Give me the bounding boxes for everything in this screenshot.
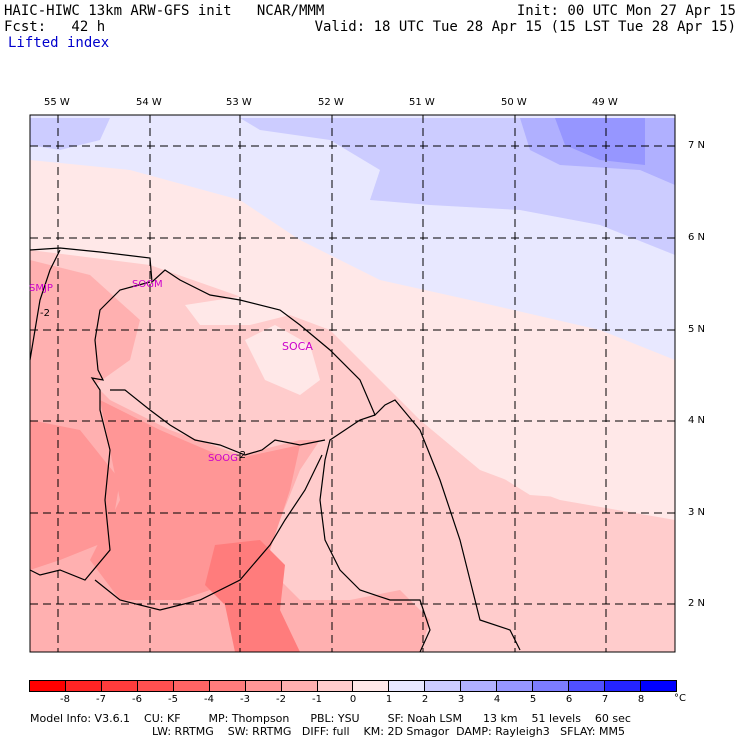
colorbar-tick-label: -5 [168, 694, 178, 705]
colorbar-tick-label: 0 [349, 694, 357, 705]
colorbar-swatch [244, 681, 281, 691]
colorbar-tick-label: -2 [276, 694, 286, 705]
colorbar-tick-label: -8 [60, 694, 70, 705]
lon-label: 50 W [501, 97, 527, 108]
colorbar-swatch [316, 681, 353, 691]
lon-label: 51 W [409, 97, 435, 108]
colorbar-swatch [424, 681, 461, 691]
colorbar-swatch [30, 681, 65, 691]
colorbar-tick-label: -7 [96, 694, 106, 705]
forecast-hour: Fcst: 42 h [4, 19, 106, 35]
contour-label: -2 [40, 308, 50, 319]
colorbar-tick-label: 3 [457, 694, 465, 705]
colorbar-swatch [532, 681, 569, 691]
valid-time: Valid: 18 UTC Tue 28 Apr 15 (15 LST Tue … [314, 19, 736, 35]
lon-label: 52 W [318, 97, 344, 108]
colorbar-tick-label: -6 [132, 694, 142, 705]
model-title: HAIC-HIWC 13km ARW-GFS init NCAR/MMM [4, 3, 325, 19]
colorbar-swatch [100, 681, 137, 691]
colorbar-swatch [136, 681, 173, 691]
colorbar-tick-label: 5 [529, 694, 537, 705]
lat-label: 6 N [688, 232, 706, 243]
colorbar-tick-label: 7 [601, 694, 609, 705]
lat-label: 4 N [688, 415, 706, 426]
model-info-line2: LW: RRTMG SW: RRTMG DIFF: full KM: 2D Sm… [152, 725, 625, 738]
colorbar-swatch [639, 681, 676, 691]
colorbar-tick-label: -1 [312, 694, 322, 705]
lat-label: 2 N [688, 598, 706, 609]
colorbar-swatch [568, 681, 604, 691]
station-label: SOGM [132, 279, 163, 290]
colorbar-tick-label: 2 [421, 694, 429, 705]
model-info-line1: Model Info: V3.6.1 CU: KF MP: Thompson P… [30, 712, 631, 725]
lat-label: 3 N [688, 507, 706, 518]
colorbar-swatch [280, 681, 317, 691]
lat-label: 7 N [688, 140, 706, 151]
colorbar-tick-label: -3 [240, 694, 250, 705]
colorbar-swatch [172, 681, 209, 691]
field-name: Lifted index [8, 35, 110, 51]
contour-label: -2 [236, 450, 246, 461]
colorbar-tick-label: 1 [385, 694, 393, 705]
colorbar-swatch [460, 681, 497, 691]
station-label: SOCA [282, 340, 313, 353]
lon-label: 55 W [44, 97, 70, 108]
lon-label: 49 W [592, 97, 618, 108]
colorbar-unit: °C [674, 693, 686, 704]
colorbar-swatch [208, 681, 245, 691]
colorbar-swatch [388, 681, 425, 691]
colorbar-swatch [64, 681, 101, 691]
colorbar-ticks: -8 -7 -6 -5 -4 -3 -2 -1 0 1 2 3 4 5 6 7 8 [29, 694, 677, 706]
lon-label: 54 W [136, 97, 162, 108]
colorbar [29, 680, 677, 692]
colorbar-swatch [352, 681, 389, 691]
lifted-index-field [30, 115, 675, 652]
coastlines [29, 247, 521, 653]
lon-label: 53 W [226, 97, 252, 108]
colorbar-tick-label: 6 [565, 694, 573, 705]
station-label: SMJP [29, 283, 53, 294]
lat-lon-grid [30, 115, 675, 652]
colorbar-tick-label: 4 [493, 694, 501, 705]
lat-label: 5 N [688, 324, 706, 335]
station-label: SOOG [208, 453, 238, 464]
map-frame [29, 114, 676, 653]
colorbar-tick-label: -4 [204, 694, 214, 705]
colorbar-tick-label: 8 [637, 694, 645, 705]
init-time: Init: 00 UTC Mon 27 Apr 15 [516, 3, 736, 19]
colorbar-swatch [604, 681, 640, 691]
colorbar-swatch [496, 681, 533, 691]
